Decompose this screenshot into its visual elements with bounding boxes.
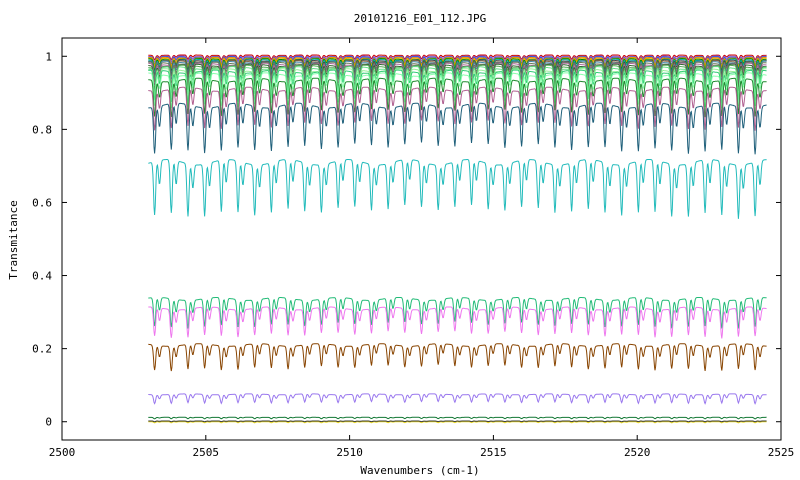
series-line <box>148 102 767 155</box>
series-line <box>148 66 767 96</box>
series-line <box>148 159 767 219</box>
series-line <box>148 297 767 329</box>
x-tick-label: 2515 <box>480 446 507 459</box>
series-line <box>148 421 767 424</box>
x-tick-label: 2510 <box>336 446 363 459</box>
chart-title: 20101216_E01_112.JPG <box>354 12 486 25</box>
y-tick-label: 0 <box>45 416 52 429</box>
series-line <box>148 416 767 420</box>
series-group <box>148 54 767 424</box>
axis-ticks: 2500 2505 2510 2515 2520 2525 0 0.2 0.4 0.6 0.8 1 <box>32 38 794 459</box>
plot-frame <box>61 37 782 441</box>
series-line <box>148 60 767 82</box>
y-tick-label: 0.8 <box>32 123 52 136</box>
x-axis-title: Wavenumbers (cm-1) <box>360 464 479 477</box>
series-line <box>148 55 767 63</box>
series-line <box>148 393 767 405</box>
series-line <box>148 54 767 61</box>
series-line <box>148 69 767 104</box>
series-line <box>148 306 767 339</box>
x-tick-label: 2505 <box>193 446 220 459</box>
series-line <box>148 420 767 423</box>
x-tick-label: 2520 <box>624 446 651 459</box>
series-line <box>148 68 767 101</box>
y-tick-label: 1 <box>45 50 52 63</box>
x-tick-label: 2525 <box>768 446 795 459</box>
y-axis-title: Transmitance <box>7 200 20 279</box>
x-tick-label: 2500 <box>49 446 76 459</box>
series-line <box>148 64 767 94</box>
y-tick-label: 0.2 <box>32 343 52 356</box>
y-tick-label: 0.4 <box>32 270 52 283</box>
series-line <box>148 343 767 372</box>
series-line <box>148 77 767 118</box>
series-line <box>148 86 767 131</box>
series-line <box>148 72 767 109</box>
y-tick-label: 0.6 <box>32 196 52 209</box>
